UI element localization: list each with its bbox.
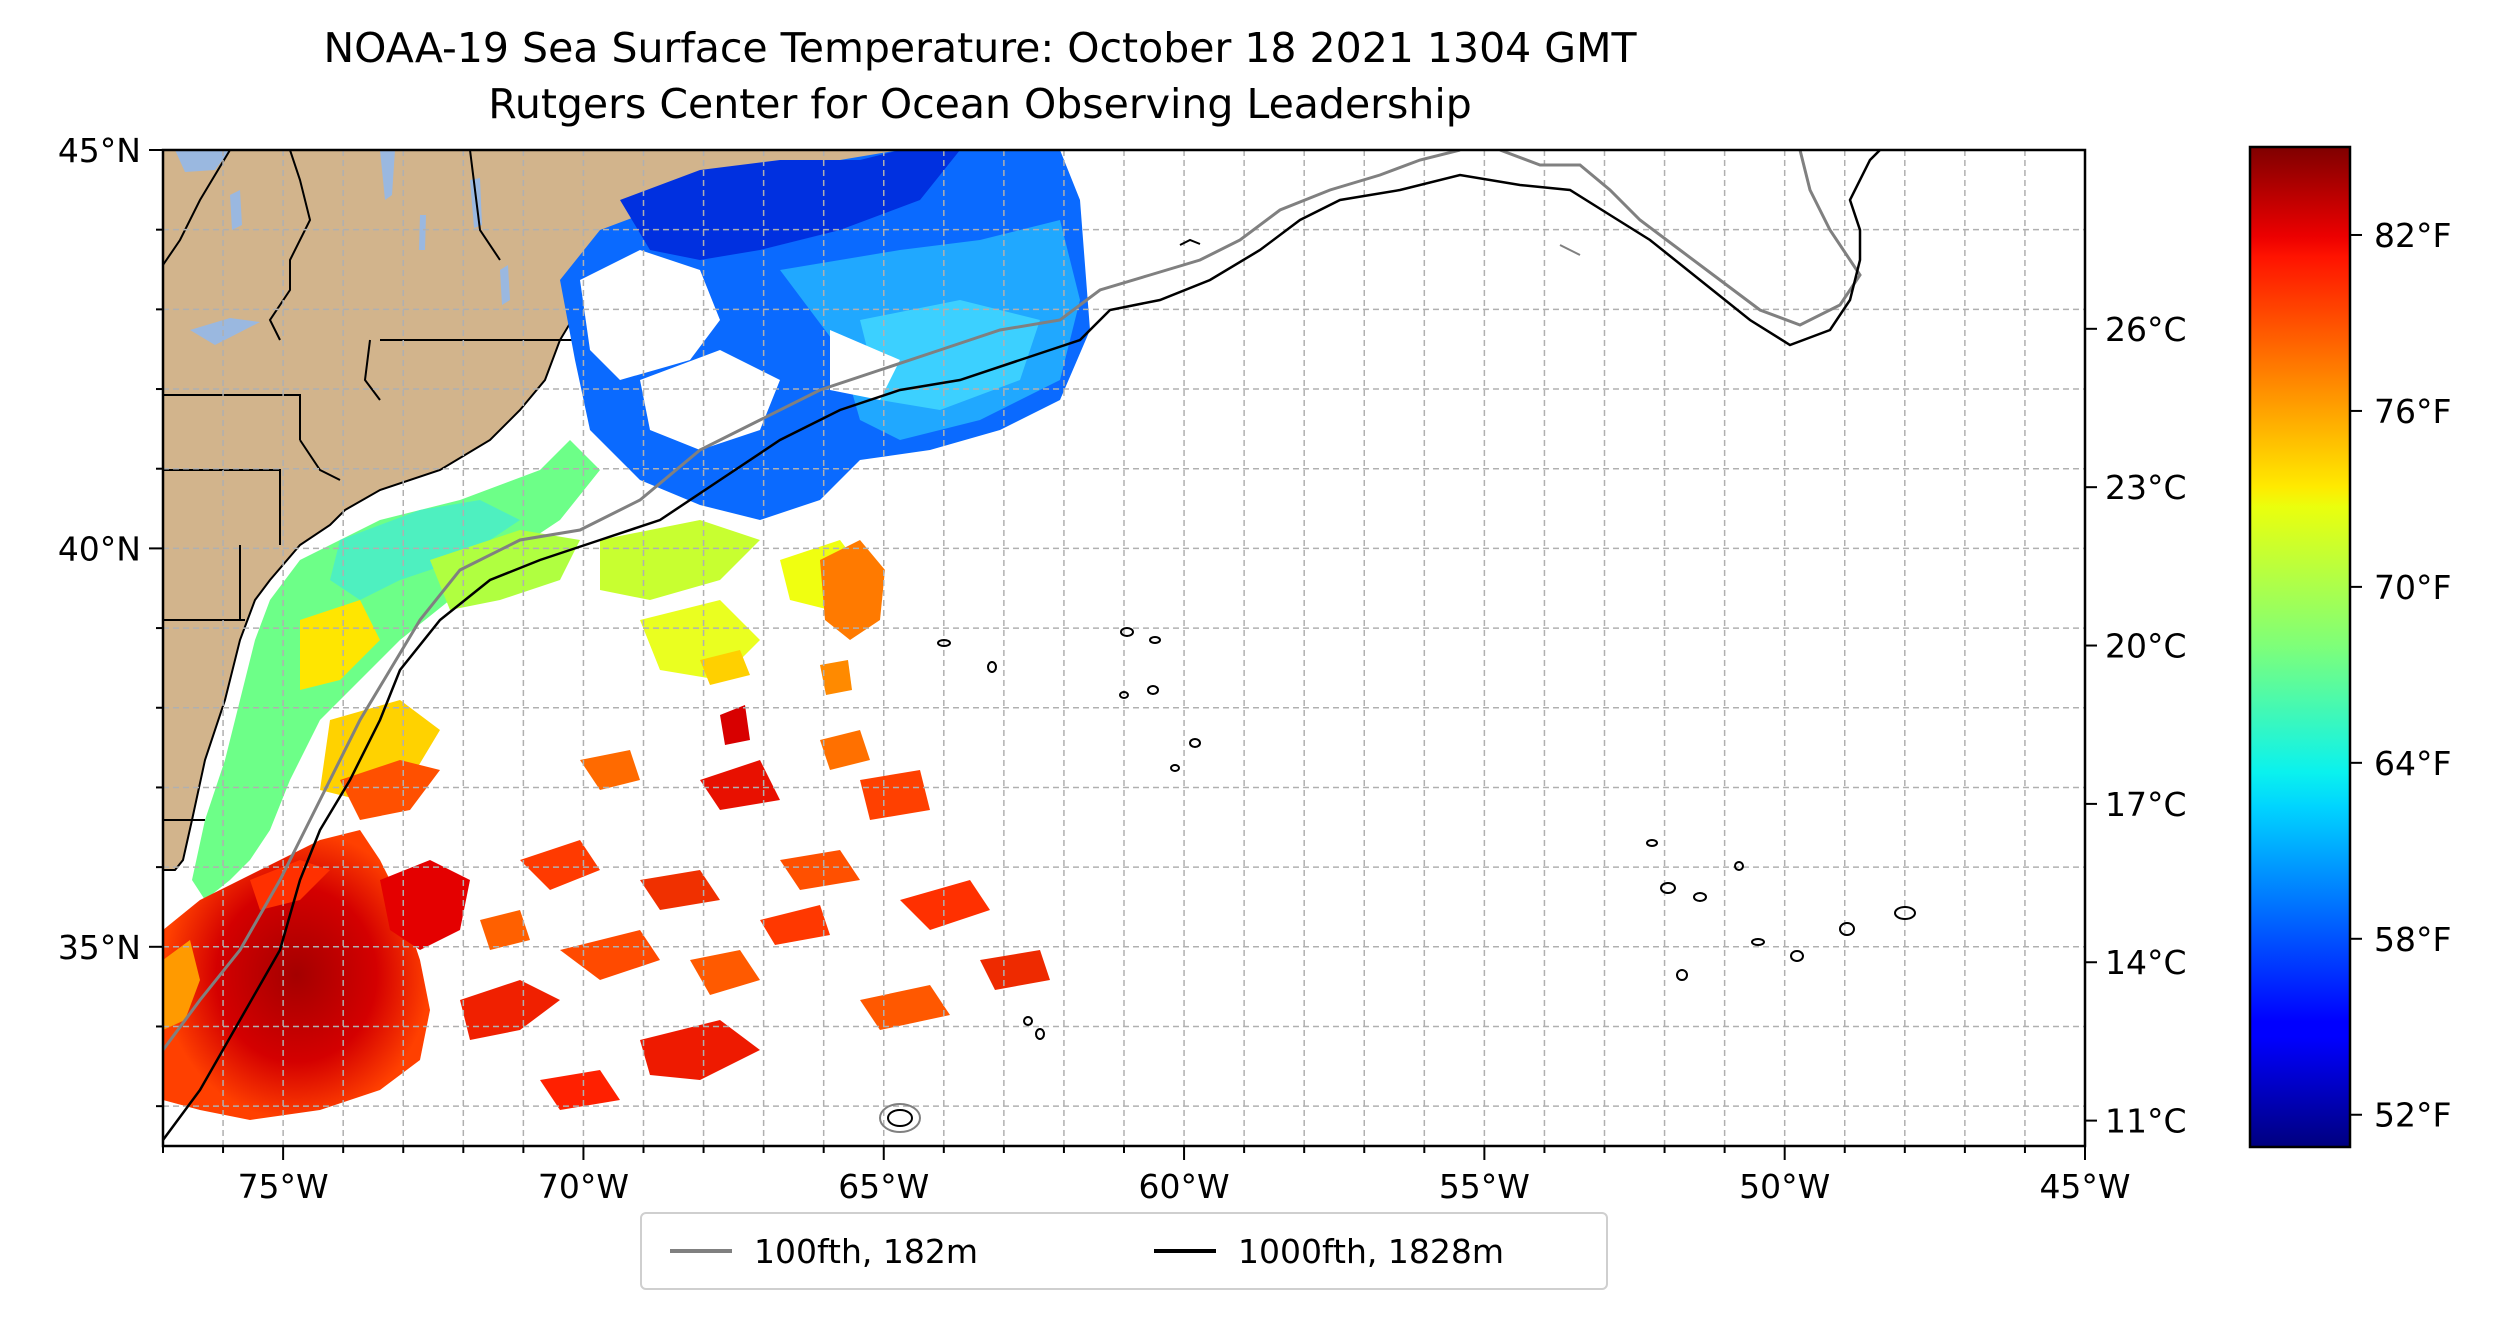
isobath-legend: 100fth, 182m 1000fth, 1828m <box>640 1212 1608 1290</box>
celsius-tick-label: 20°C <box>2105 627 2187 666</box>
map-subtitle: Rutgers Center for Ocean Observing Leade… <box>488 80 1472 128</box>
colorbar-fahrenheit-ticks: 82°F 76°F 70°F 64°F 58°F 52°F <box>2350 216 2451 1135</box>
celsius-tick-label: 26°C <box>2105 310 2187 349</box>
lon-tick-label: 75°W <box>238 1167 329 1206</box>
celsius-tick-label: 17°C <box>2105 785 2187 824</box>
seamounts <box>879 238 1916 1133</box>
lon-tick-label: 55°W <box>1439 1167 1530 1206</box>
fahrenheit-tick-label: 64°F <box>2374 744 2451 783</box>
longitude-axis: 75°W 70°W 65°W 60°W 55°W 50°W 45°W <box>162 1146 2131 1206</box>
legend-line-black <box>1154 1249 1216 1253</box>
colorbar: 82°F 76°F 70°F 64°F 58°F 52°F 26°C 23°C 20°C 17°… <box>2085 145 2451 1149</box>
colorbar-celsius-ticks: 26°C 23°C 20°C 17°C 14°C 11°C <box>2085 310 2187 1141</box>
fahrenheit-tick-label: 58°F <box>2374 920 2451 959</box>
lat-tick-label: 35°N <box>58 928 141 967</box>
celsius-tick-label: 14°C <box>2105 943 2187 982</box>
fahrenheit-tick-label: 82°F <box>2374 216 2451 255</box>
state-borders <box>163 150 580 821</box>
legend-line-gray <box>670 1249 732 1253</box>
gridlines <box>163 150 2085 1146</box>
map-title: NOAA-19 Sea Surface Temperature: October… <box>323 24 1637 72</box>
legend-item-1000fth: 1000fth, 1828m <box>1154 1231 1504 1271</box>
lat-tick-label: 40°N <box>58 529 141 568</box>
latitude-axis: 45°N 40°N 35°N <box>58 131 163 1108</box>
fahrenheit-tick-label: 52°F <box>2374 1096 2451 1135</box>
lat-tick-label: 45°N <box>58 131 141 170</box>
lon-tick-label: 60°W <box>1139 1167 1230 1206</box>
map-area <box>163 150 2085 1146</box>
celsius-tick-label: 11°C <box>2105 1102 2187 1141</box>
colorbar-gradient <box>2248 145 2352 1149</box>
lon-tick-label: 50°W <box>1739 1167 1830 1206</box>
lon-tick-label: 45°W <box>2039 1167 2130 1206</box>
sst-field <box>163 150 1090 1120</box>
legend-label: 100fth, 182m <box>754 1231 978 1271</box>
isobath-1000fth <box>163 150 1881 1141</box>
lon-tick-label: 70°W <box>538 1167 629 1206</box>
isobath-100fth <box>163 150 1461 1051</box>
fahrenheit-tick-label: 76°F <box>2374 392 2451 431</box>
lon-tick-label: 65°W <box>838 1167 929 1206</box>
fahrenheit-tick-label: 70°F <box>2374 568 2451 607</box>
legend-label: 1000fth, 1828m <box>1238 1231 1504 1271</box>
celsius-tick-label: 23°C <box>2105 468 2187 507</box>
isobath-100fth-canada <box>1499 150 1862 327</box>
legend-item-100fth: 100fth, 182m <box>670 1231 978 1271</box>
